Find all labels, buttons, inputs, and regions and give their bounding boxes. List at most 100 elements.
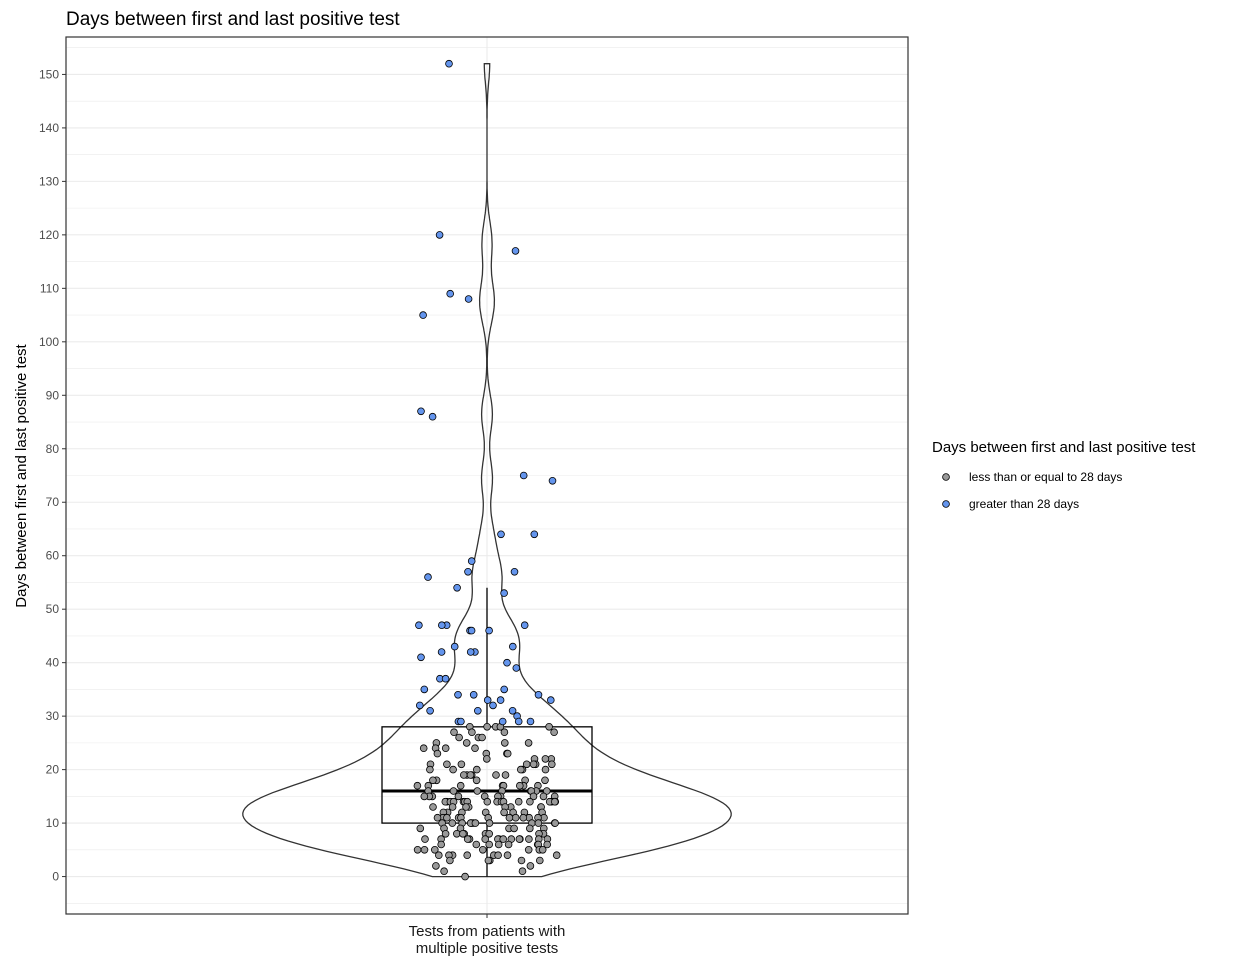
data-point	[541, 755, 550, 763]
data-point	[530, 530, 539, 539]
data-point	[526, 862, 535, 870]
data-point	[498, 717, 507, 726]
data-point	[419, 744, 428, 752]
data-point	[435, 231, 444, 239]
legend-key	[942, 473, 950, 481]
data-point	[467, 626, 476, 635]
data-point	[512, 664, 521, 672]
data-point	[547, 760, 556, 769]
data-point	[446, 289, 455, 298]
y-tick-label: 150	[39, 67, 59, 81]
data-point	[464, 295, 473, 303]
data-point	[508, 706, 517, 715]
data-point	[551, 819, 559, 827]
points-layer	[413, 59, 561, 881]
data-point	[449, 787, 458, 795]
data-point	[466, 648, 475, 656]
data-point	[501, 771, 510, 779]
data-point	[415, 621, 423, 629]
data-point	[471, 744, 479, 752]
data-point	[457, 760, 466, 769]
data-point	[448, 819, 457, 827]
data-point	[455, 733, 463, 742]
data-point	[543, 840, 551, 849]
y-axis: 0 10 20 30 40 50 60 70 80 90 100 110 120 130 140 150	[39, 67, 66, 884]
data-point	[430, 845, 439, 854]
data-point	[472, 840, 481, 849]
data-point	[429, 776, 437, 785]
data-point	[524, 845, 533, 854]
data-point	[534, 690, 543, 699]
legend-entries: less than or equal to 28 days greater tha…	[942, 470, 1122, 511]
data-point	[516, 765, 525, 774]
data-point	[473, 787, 482, 795]
data-point	[466, 771, 475, 779]
y-axis-label: Days between first and last positive tes…	[13, 343, 30, 607]
data-point	[421, 835, 429, 843]
data-point	[503, 658, 511, 667]
data-point	[462, 803, 470, 811]
data-point	[500, 808, 508, 817]
data-point	[508, 642, 517, 651]
data-point	[515, 835, 524, 843]
data-point	[483, 696, 492, 704]
data-point	[526, 717, 535, 726]
data-point	[503, 749, 512, 758]
data-point	[550, 797, 559, 806]
data-point	[497, 530, 505, 539]
x-axis: Tests from patients with multiple positiv…	[409, 914, 565, 957]
data-point	[514, 797, 523, 806]
data-point	[546, 696, 555, 704]
data-point	[437, 648, 446, 656]
data-point	[420, 792, 429, 801]
legend-key	[942, 500, 950, 508]
data-point	[426, 706, 434, 715]
data-point	[485, 840, 494, 849]
data-point	[511, 813, 520, 822]
data-point	[519, 813, 528, 822]
data-point	[462, 739, 471, 747]
data-point	[534, 819, 543, 827]
y-tick-label: 10	[46, 816, 60, 830]
data-point	[415, 701, 424, 710]
data-point	[494, 840, 503, 849]
y-tick-label: 100	[39, 335, 59, 349]
data-point	[511, 247, 520, 255]
data-point	[469, 690, 478, 699]
data-point	[485, 829, 494, 838]
legend-label: greater than 28 days	[969, 497, 1079, 511]
data-point	[505, 813, 514, 822]
data-point	[413, 845, 422, 854]
data-point	[552, 851, 561, 859]
data-point	[420, 845, 429, 854]
data-point	[489, 701, 497, 710]
data-point	[500, 685, 509, 694]
data-point	[428, 412, 437, 421]
data-point	[548, 476, 557, 485]
data-point	[457, 717, 465, 726]
data-point	[433, 813, 442, 822]
data-point	[416, 824, 425, 833]
y-tick-label: 30	[46, 709, 60, 723]
data-point	[441, 744, 450, 752]
data-point	[526, 797, 534, 806]
data-point	[515, 781, 524, 790]
data-point	[492, 771, 500, 779]
data-point	[542, 787, 551, 795]
data-point	[417, 653, 425, 662]
y-tick-label: 50	[46, 602, 60, 616]
data-point	[539, 792, 548, 801]
y-tick-label: 40	[46, 656, 60, 670]
data-point	[459, 771, 468, 779]
data-point	[541, 765, 550, 774]
y-tick-label: 0	[52, 870, 59, 884]
data-point	[463, 851, 472, 859]
data-point	[429, 803, 437, 811]
data-point	[538, 845, 547, 854]
data-point	[510, 567, 519, 576]
data-point	[484, 856, 493, 865]
data-point	[500, 728, 509, 736]
data-point	[478, 733, 486, 742]
data-point	[494, 851, 502, 859]
